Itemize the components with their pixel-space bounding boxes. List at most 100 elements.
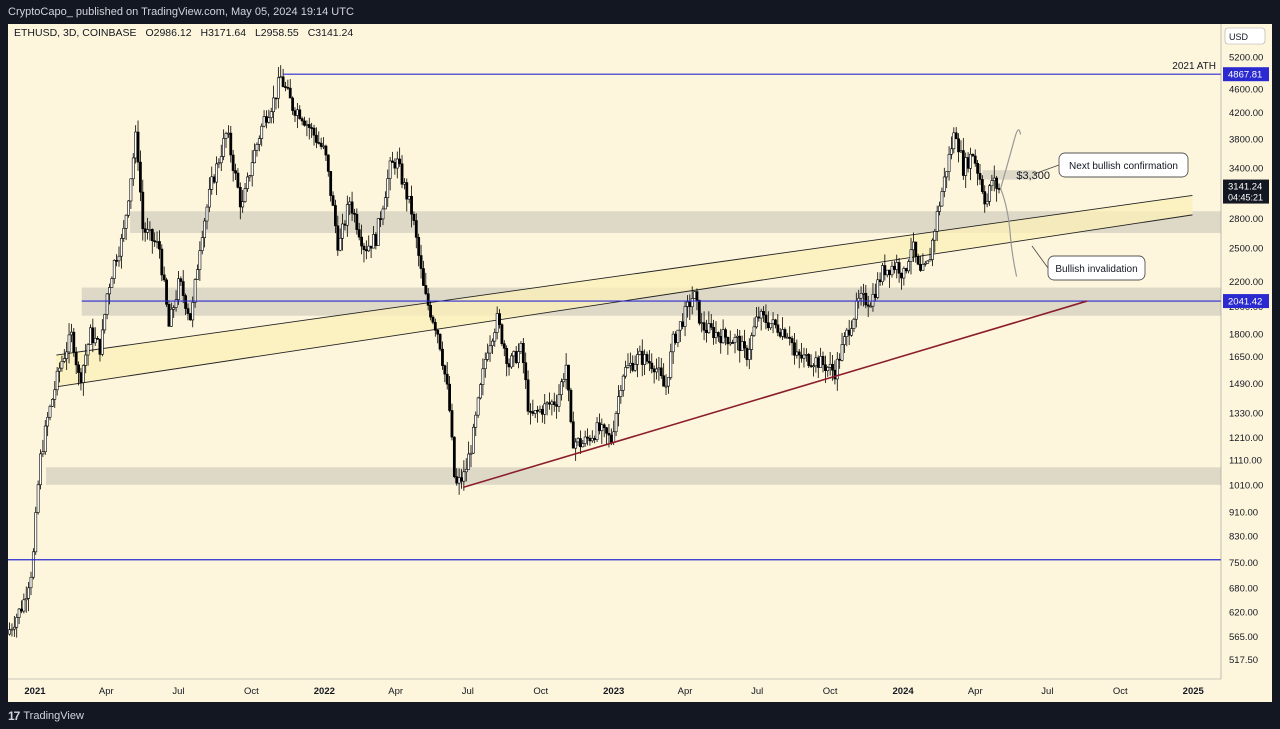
currency-button[interactable] [1224, 27, 1266, 45]
countdown-label: 04:45:21 [1228, 193, 1263, 203]
candle-body [398, 158, 402, 165]
candle-body [581, 443, 585, 448]
bullish-invalidation-box[interactable] [1047, 255, 1146, 281]
candle-body [65, 351, 69, 359]
candle-body [27, 587, 31, 599]
candle-body [441, 348, 444, 366]
candle-body [53, 389, 57, 400]
candle-body [103, 314, 107, 331]
zone-1050[interactable] [46, 467, 1221, 485]
candle-body [322, 145, 325, 148]
candle-body [279, 76, 283, 79]
mid-level-line-price-label: 2041.42 [1228, 297, 1262, 308]
candle-body [77, 364, 80, 373]
candle-body [579, 438, 582, 448]
candle-body [973, 155, 977, 164]
price-chart[interactable]: $3,300 2021 ATH Next bullish confirmation B… [8, 24, 1272, 702]
candle-body [357, 229, 361, 238]
candle-body [831, 363, 834, 371]
y-tick-label: 4600.00 [1229, 84, 1263, 95]
legend-symbol: ETHUSD, 3D, COINBASE [14, 27, 137, 39]
candle-body [405, 182, 409, 200]
candle-body [343, 223, 347, 226]
candle-body [997, 188, 1001, 190]
candle-body [598, 422, 601, 432]
candle-body [617, 396, 620, 414]
candle-body [250, 162, 254, 177]
y-tick-label: 4200.00 [1229, 108, 1263, 119]
candle-body [72, 331, 76, 353]
candle-body [740, 341, 744, 351]
x-tick-label: Oct [1113, 686, 1128, 697]
candle-body [474, 414, 478, 428]
x-tick-label: Oct [533, 686, 548, 697]
candle-body [619, 390, 623, 397]
next-bullish-confirmation-box[interactable] [1058, 152, 1189, 178]
candle-body [681, 321, 685, 327]
candle-body [219, 156, 223, 164]
candle-body [464, 468, 468, 473]
candle-body [833, 369, 837, 380]
candle-body [674, 333, 677, 343]
channel-upper-line[interactable] [56, 194, 1193, 356]
candle-body [422, 268, 425, 286]
candle-body [631, 362, 635, 371]
candle-body [945, 171, 949, 178]
candle-body [172, 307, 176, 310]
candle-body [191, 302, 195, 321]
candle-body [859, 293, 863, 299]
candle-body [293, 110, 297, 116]
candle-body [160, 248, 164, 276]
candle-body [714, 332, 718, 339]
candle-body [360, 236, 363, 247]
candle-body [265, 116, 268, 123]
candle-body [153, 240, 157, 243]
candle-body [885, 269, 889, 276]
candle-body [933, 231, 937, 241]
candle-body [519, 343, 523, 352]
candle-body [988, 185, 991, 202]
candle-body [79, 372, 83, 383]
candle-body [864, 292, 868, 306]
candle-body [210, 176, 214, 190]
candle-body [588, 437, 592, 442]
candle-body [800, 354, 804, 359]
bullish-path-arrow [1000, 129, 1022, 189]
candle-body [272, 97, 275, 113]
candle-body [662, 375, 666, 387]
zone-3300[interactable] [982, 170, 1035, 180]
candle-body [766, 322, 770, 329]
candle-body [735, 335, 739, 338]
candle-body [624, 367, 627, 377]
candle-body [350, 201, 354, 214]
candle-body [802, 354, 806, 359]
candle-body [843, 336, 846, 345]
candle-body [785, 336, 789, 339]
footer-brand[interactable]: TradingView [23, 710, 84, 722]
rising-trendline[interactable] [462, 300, 1088, 489]
candle-body [678, 321, 682, 331]
x-tick-label: 2024 [893, 686, 915, 697]
candle-body [12, 626, 16, 630]
candle-body [638, 350, 642, 355]
price-axis[interactable] [1221, 24, 1272, 702]
candle-body [540, 408, 544, 415]
chart-frame[interactable]: $3,300 2021 ATH Next bullish confirmation B… [8, 24, 1272, 702]
zone-label-3300: $3,300 [1016, 170, 1050, 182]
candle-body [650, 362, 654, 370]
zone-2800[interactable] [130, 211, 1222, 233]
candle-body [155, 241, 159, 243]
candle-body [445, 373, 449, 385]
candle-body [983, 191, 987, 205]
y-tick-label: 565.00 [1229, 632, 1258, 643]
candle-body [412, 213, 416, 221]
candle-body [852, 318, 856, 329]
candle-body [345, 204, 349, 226]
candle-body [583, 436, 587, 444]
candle-body [46, 416, 50, 427]
candle-body [307, 124, 311, 128]
time-axis[interactable] [8, 679, 1272, 702]
candle-body [391, 160, 394, 163]
candle-body [207, 189, 211, 208]
candle-body [414, 220, 418, 238]
